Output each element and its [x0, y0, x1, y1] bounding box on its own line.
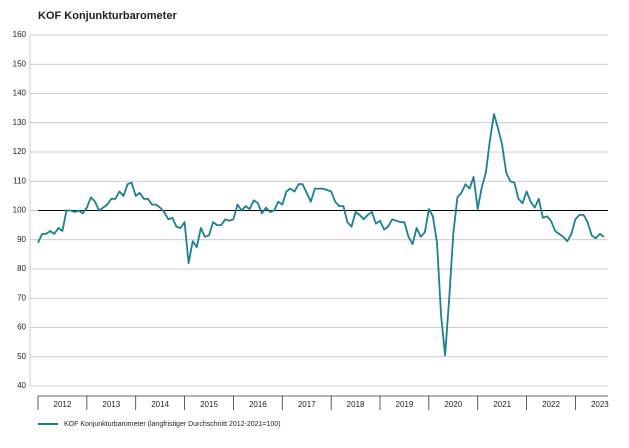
series-line	[37, 113, 605, 357]
y-tick-label: 110	[13, 176, 26, 185]
legend-label: KOF Konjunkturbarometer (langfristiger D…	[64, 421, 281, 428]
x-tick-label: 2020	[444, 400, 462, 409]
x-tick-label: 2018	[347, 400, 365, 409]
y-tick-label: 80	[17, 264, 26, 273]
y-tick-label: 90	[17, 235, 26, 244]
x-tick-label: 2015	[200, 400, 218, 409]
y-tick-label: 100	[13, 206, 27, 215]
x-tick-label: 2023	[591, 400, 609, 409]
y-tick-label: 160	[13, 30, 27, 39]
chart-title: KOF Konjunkturbarometer	[38, 10, 177, 22]
x-tick-label: 2012	[54, 400, 72, 409]
y-tick-label: 140	[13, 89, 27, 98]
x-tick-label: 2019	[396, 400, 414, 409]
x-tick-label: 2013	[102, 400, 120, 409]
y-tick-label: 130	[13, 118, 27, 127]
x-tick-label: 2022	[542, 400, 560, 409]
y-tick-label: 120	[13, 147, 27, 156]
y-tick-label: 40	[17, 381, 26, 390]
y-tick-label: 70	[17, 293, 26, 302]
y-tick-label: 60	[17, 323, 26, 332]
y-tick-label: 150	[13, 59, 27, 68]
y-tick-label: 50	[17, 352, 26, 361]
x-tick-label: 2014	[151, 400, 169, 409]
x-tick-label: 2017	[298, 400, 316, 409]
x-tick-label: 2021	[493, 400, 511, 409]
x-tick-label: 2016	[249, 400, 267, 409]
